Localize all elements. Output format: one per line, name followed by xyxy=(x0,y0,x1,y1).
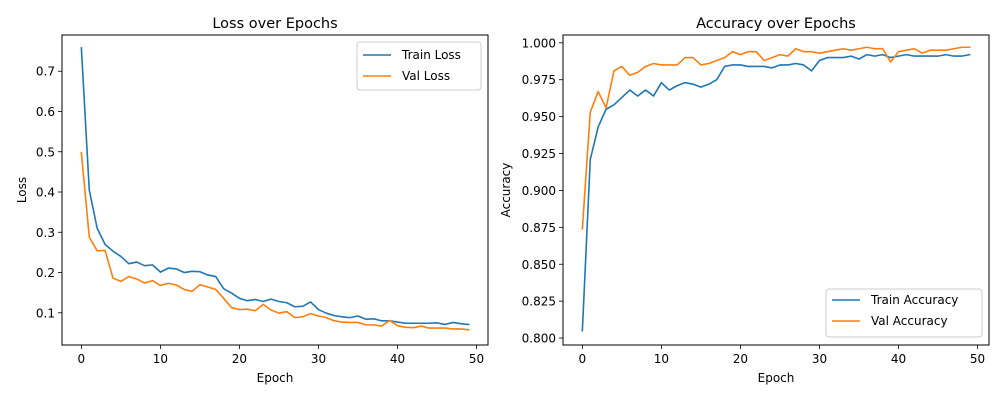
loss-chart-series-line-val-loss xyxy=(80,151,470,331)
loss-chart-x-tick-label: 40 xyxy=(390,352,405,366)
loss-chart-x-tick-label: 10 xyxy=(153,352,168,366)
accuracy-chart-y-tick-label: 1.000 xyxy=(522,36,556,50)
accuracy-chart-y-tick-label: 0.875 xyxy=(522,221,556,235)
accuracy-chart-y-tick-label: 0.925 xyxy=(522,147,556,161)
accuracy-chart-x-tick-label: 50 xyxy=(970,352,985,366)
accuracy-chart: Accuracy over Epochs Epoch Accuracy 0 10 2… xyxy=(499,16,990,385)
loss-chart-y-tick-label: 0.6 xyxy=(36,105,55,119)
loss-chart-y-axis-label: Loss xyxy=(15,177,29,203)
accuracy-chart-x-tick-label: 30 xyxy=(812,352,827,366)
loss-chart-x-tick-label: 20 xyxy=(232,352,247,366)
legend-label-train-loss: Train Loss xyxy=(401,48,461,62)
loss-chart-series xyxy=(80,47,470,331)
accuracy-chart-y-tick-label: 0.975 xyxy=(522,73,556,87)
accuracy-chart-series-line-train-accuracy xyxy=(581,53,971,332)
loss-chart-y-tick-label: 0.3 xyxy=(36,226,55,240)
accuracy-chart-title: Accuracy over Epochs xyxy=(696,16,856,32)
legend-label-val-loss: Val Loss xyxy=(402,69,450,83)
loss-chart-plot-frame xyxy=(61,34,489,346)
accuracy-chart-y-tick-label: 0.800 xyxy=(522,332,556,346)
accuracy-chart-x-tick-label: 20 xyxy=(733,352,748,366)
accuracy-chart-series-line-val-accuracy xyxy=(581,46,971,230)
loss-chart-x-tick-label: 30 xyxy=(311,352,326,366)
accuracy-chart-legend: Train Accuracy Val Accuracy xyxy=(825,288,983,338)
legend-box xyxy=(356,41,482,91)
loss-chart-y-tick-label: 0.1 xyxy=(36,306,55,320)
loss-chart-ticks: 0 10 20 30 40 50 0.1 0.2 0.3 0.4 0.5 0.6 0.7 xyxy=(36,65,484,366)
loss-chart: Loss over Epochs Epoch Loss 0 10 20 30 40 500… xyxy=(15,16,489,385)
accuracy-chart-x-tick-label: 0 xyxy=(579,352,587,366)
loss-chart-x-tick-label: 50 xyxy=(469,352,484,366)
accuracy-chart-x-tick-label: 10 xyxy=(654,352,669,366)
loss-chart-y-tick-label: 0.2 xyxy=(36,266,55,280)
accuracy-chart-x-tick-label: 40 xyxy=(891,352,906,366)
accuracy-chart-series xyxy=(581,46,971,332)
loss-chart-y-tick-label: 0.4 xyxy=(36,186,55,200)
loss-chart-y-tick-label: 0.5 xyxy=(36,145,55,159)
loss-chart-y-tick-label: 0.7 xyxy=(36,65,55,79)
loss-chart-series-line-train-loss xyxy=(80,47,470,326)
loss-chart-title: Loss over Epochs xyxy=(212,16,337,32)
accuracy-chart-y-tick-label: 0.850 xyxy=(522,258,556,272)
accuracy-chart-plot-frame xyxy=(562,34,990,346)
legend-label-train-accuracy: Train Accuracy xyxy=(870,293,958,307)
accuracy-chart-y-tick-label: 0.900 xyxy=(522,184,556,198)
accuracy-chart-y-tick-label: 0.950 xyxy=(522,110,556,124)
accuracy-chart-ticks: 0 10 20 30 40 50 0.800 0.825 0.850 0.875 0.900 0.92… xyxy=(522,36,986,366)
legend-label-val-accuracy: Val Accuracy xyxy=(871,314,948,328)
accuracy-chart-x-axis-label: Epoch xyxy=(758,371,795,385)
loss-chart-x-axis-label: Epoch xyxy=(257,371,294,385)
loss-chart-legend: Train Loss Val Loss xyxy=(356,41,482,91)
accuracy-chart-y-axis-label: Accuracy xyxy=(499,163,513,218)
accuracy-chart-y-tick-label: 0.825 xyxy=(522,295,556,309)
loss-chart-x-tick-label: 0 xyxy=(78,352,86,366)
legend-box xyxy=(825,288,983,338)
